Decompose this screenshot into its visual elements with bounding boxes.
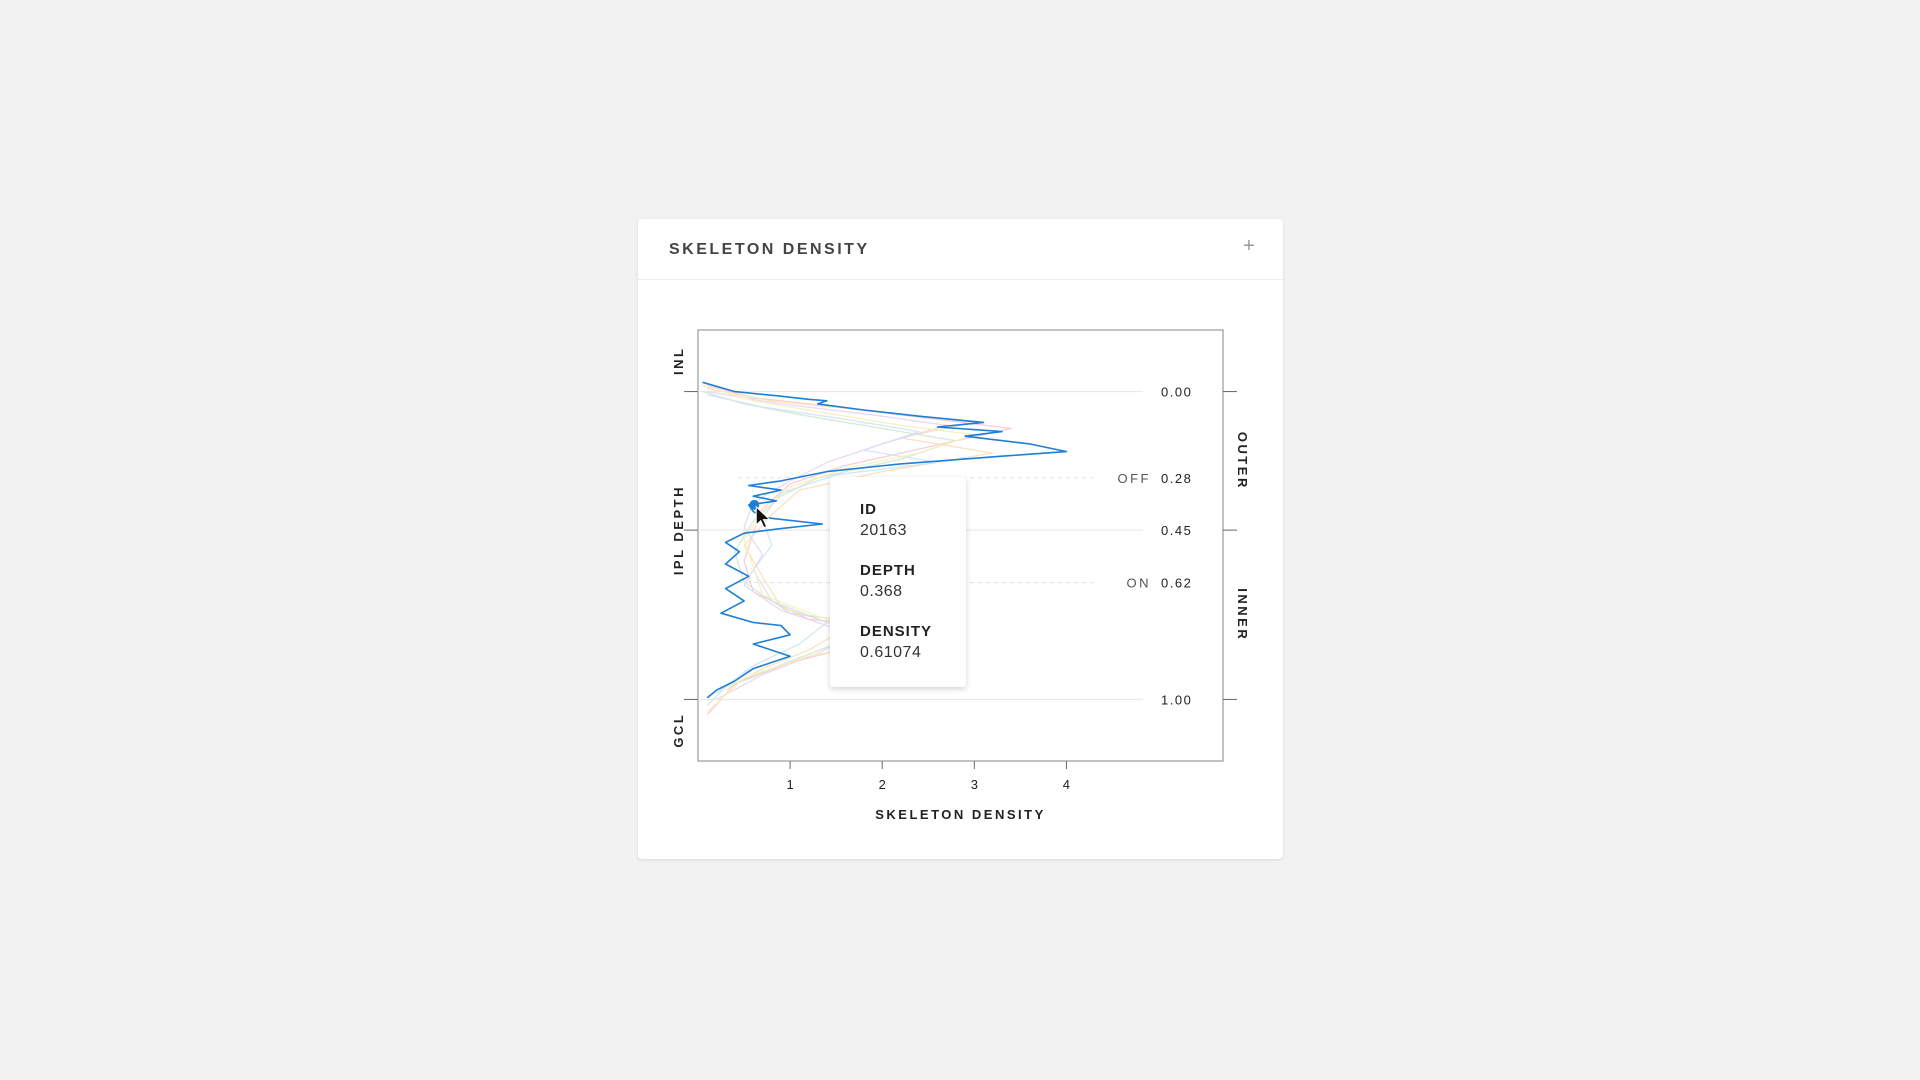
marker-value: 0.62 [1161,575,1192,590]
x-tick-label: 3 [971,777,978,792]
mouse-cursor-icon [755,505,771,529]
tooltip-depth-label: DEPTH [860,562,916,579]
card-header: SKELETON DENSITY + [638,219,1283,280]
skeleton-density-card: SKELETON DENSITY + 0.00 0.45 1.00 OFF 0.28 ON… [638,219,1283,859]
marker-value: 0.28 [1161,471,1192,486]
tooltip-id-value: 20163 [860,522,907,539]
tooltip-density-value: 0.61074 [860,644,922,661]
stratum-label-outer: OUTER [1235,432,1250,490]
faint-series-line [702,390,957,707]
marker-label: OFF [1118,471,1152,486]
x-axis-title: SKELETON DENSITY [875,807,1046,822]
y-axis-title: IPL DEPTH [671,485,686,575]
stratum-label-gcl: GCL [671,713,686,748]
x-tick-label: 2 [879,777,886,792]
tooltip-depth-value: 0.368 [860,583,903,600]
expand-plus-button[interactable]: + [1243,235,1255,257]
hover-tooltip: ID 20163 DEPTH 0.368 DENSITY 0.61074 [830,477,966,687]
stratum-label-inl: INL [671,347,686,375]
y-tick-label: 0.45 [1161,523,1192,538]
y-tick-label: 0.00 [1161,385,1192,400]
tooltip-density-label: DENSITY [860,623,933,640]
y-tick-label: 1.00 [1161,692,1192,707]
x-tick-label: 1 [786,777,793,792]
x-tick-label: 4 [1063,777,1070,792]
highlight-series-line [702,381,1068,699]
marker-label: ON [1127,575,1152,590]
tooltip-id-label: ID [860,501,877,518]
faint-series-line [707,394,939,694]
card-title: SKELETON DENSITY [669,241,870,258]
plot-frame [697,329,1224,762]
stratum-label-inner: INNER [1235,588,1250,641]
